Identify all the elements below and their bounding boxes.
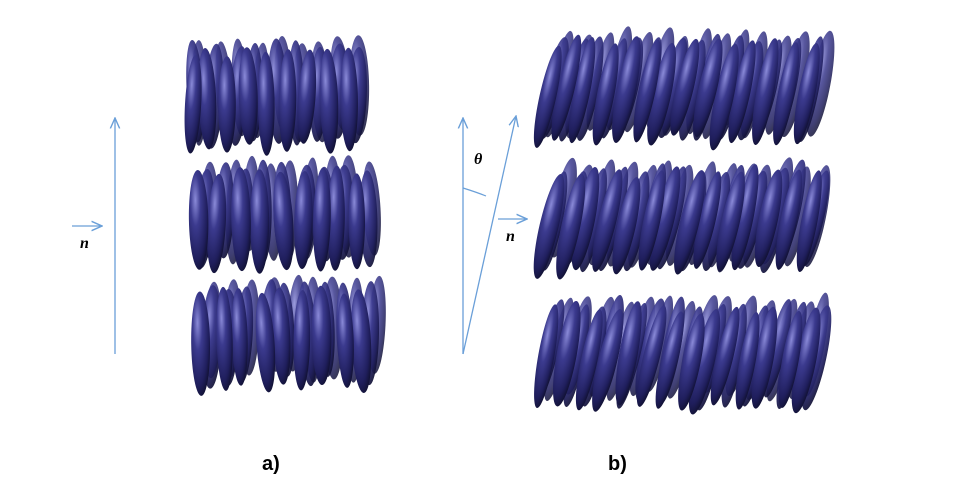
molecule-ellipsoid xyxy=(688,309,721,415)
molecule-ellipsoid xyxy=(674,170,706,275)
molecule-ellipsoid xyxy=(191,291,211,396)
panel-b-n-label: n xyxy=(506,228,515,245)
molecule-ellipsoid xyxy=(533,45,562,148)
molecule-ellipsoid xyxy=(636,305,667,407)
molecule-ellipsoid xyxy=(612,177,641,275)
molecule-ellipsoid xyxy=(775,169,803,270)
molecule-ellipsoid xyxy=(791,307,821,414)
molecule-ellipsoid xyxy=(716,171,745,272)
molecule-ellipsoid xyxy=(592,43,619,146)
panel-b-label: b) xyxy=(608,453,627,475)
molecule-ellipsoid xyxy=(273,171,294,271)
molecule-ellipsoid xyxy=(752,38,779,145)
molecule-ellipsoid xyxy=(773,42,800,146)
molecule-ellipsoid xyxy=(592,309,624,412)
panel-b: θ n b) xyxy=(462,26,835,475)
molecule-ellipsoid xyxy=(721,303,747,408)
molecule-ellipsoid xyxy=(571,167,600,271)
molecule-ellipsoid xyxy=(278,49,297,152)
panel-a-label: a) xyxy=(262,453,280,475)
molecule-ellipsoid xyxy=(778,310,803,408)
molecule-ellipsoid xyxy=(297,49,317,144)
panel-b-angle-arc xyxy=(462,187,487,197)
molecule-ellipsoid xyxy=(592,169,623,272)
molecule-ellipsoid xyxy=(670,38,700,136)
molecule-ellipsoid xyxy=(340,47,358,152)
molecule-ellipsoid xyxy=(693,38,723,138)
molecule-ellipsoid xyxy=(311,285,332,385)
panel-a-molecules xyxy=(184,35,386,396)
molecule-ellipsoid xyxy=(754,169,783,268)
molecule-ellipsoid xyxy=(238,47,258,145)
molecule-ellipsoid xyxy=(647,42,676,146)
molecule-ellipsoid xyxy=(709,43,739,151)
molecule-ellipsoid xyxy=(633,39,661,143)
molecule-ellipsoid xyxy=(702,171,731,272)
molecule-ellipsoid xyxy=(319,48,339,154)
molecule-ellipsoid xyxy=(678,313,705,411)
molecule-ellipsoid xyxy=(534,304,559,409)
molecule-ellipsoid xyxy=(649,166,681,271)
molecule-ellipsoid xyxy=(250,169,270,274)
molecule-ellipsoid xyxy=(184,54,202,154)
molecule-ellipsoid xyxy=(257,51,275,156)
molecule-ellipsoid xyxy=(735,312,760,410)
molecule-ellipsoid xyxy=(615,301,642,406)
panel-b-director-axis xyxy=(462,116,516,355)
molecule-ellipsoid xyxy=(553,300,581,407)
molecule-ellipsoid xyxy=(350,289,372,394)
molecule-ellipsoid xyxy=(568,37,596,144)
molecule-ellipsoid xyxy=(710,306,740,406)
molecule-ellipsoid xyxy=(764,35,792,135)
molecule-ellipsoid xyxy=(796,170,822,273)
molecule-ellipsoid xyxy=(313,167,331,272)
molecule-ellipsoid xyxy=(638,170,666,271)
molecule-ellipsoid xyxy=(556,173,586,280)
panel-b-molecules xyxy=(533,26,835,415)
molecule-ellipsoid xyxy=(751,306,778,409)
molecule-ellipsoid xyxy=(293,290,311,391)
panel-a: n a) xyxy=(72,35,386,475)
molecule-ellipsoid xyxy=(731,164,759,271)
panel-b-theta-label: θ xyxy=(474,151,483,168)
molecule-ellipsoid xyxy=(793,43,820,145)
molecule-ellipsoid xyxy=(551,34,582,141)
molecule-ellipsoid xyxy=(272,287,291,385)
molecule-ellipsoid xyxy=(728,40,756,144)
molecule-ellipsoid xyxy=(337,293,354,388)
molecule-ellipsoid xyxy=(197,48,217,150)
molecule-ellipsoid xyxy=(348,173,366,270)
molecule-ellipsoid xyxy=(533,173,565,279)
molecule-ellipsoid xyxy=(575,309,603,411)
molecule-ellipsoid xyxy=(216,286,233,391)
molecule-ellipsoid xyxy=(231,288,248,386)
molecule-ellipsoid xyxy=(655,311,684,409)
molecule-ellipsoid xyxy=(612,36,641,143)
molecule-ellipsoid xyxy=(188,170,209,270)
molecule-ellipsoid xyxy=(255,292,276,393)
molecule-ellipsoid xyxy=(231,167,251,272)
molecule-ellipsoid xyxy=(327,165,345,271)
molecule-ellipsoid xyxy=(693,171,722,269)
molecule-ellipsoid xyxy=(294,171,313,269)
molecule-ellipsoid xyxy=(218,56,236,153)
molecule-ellipsoid xyxy=(207,173,227,274)
panel-a-n-label: n xyxy=(80,235,89,252)
